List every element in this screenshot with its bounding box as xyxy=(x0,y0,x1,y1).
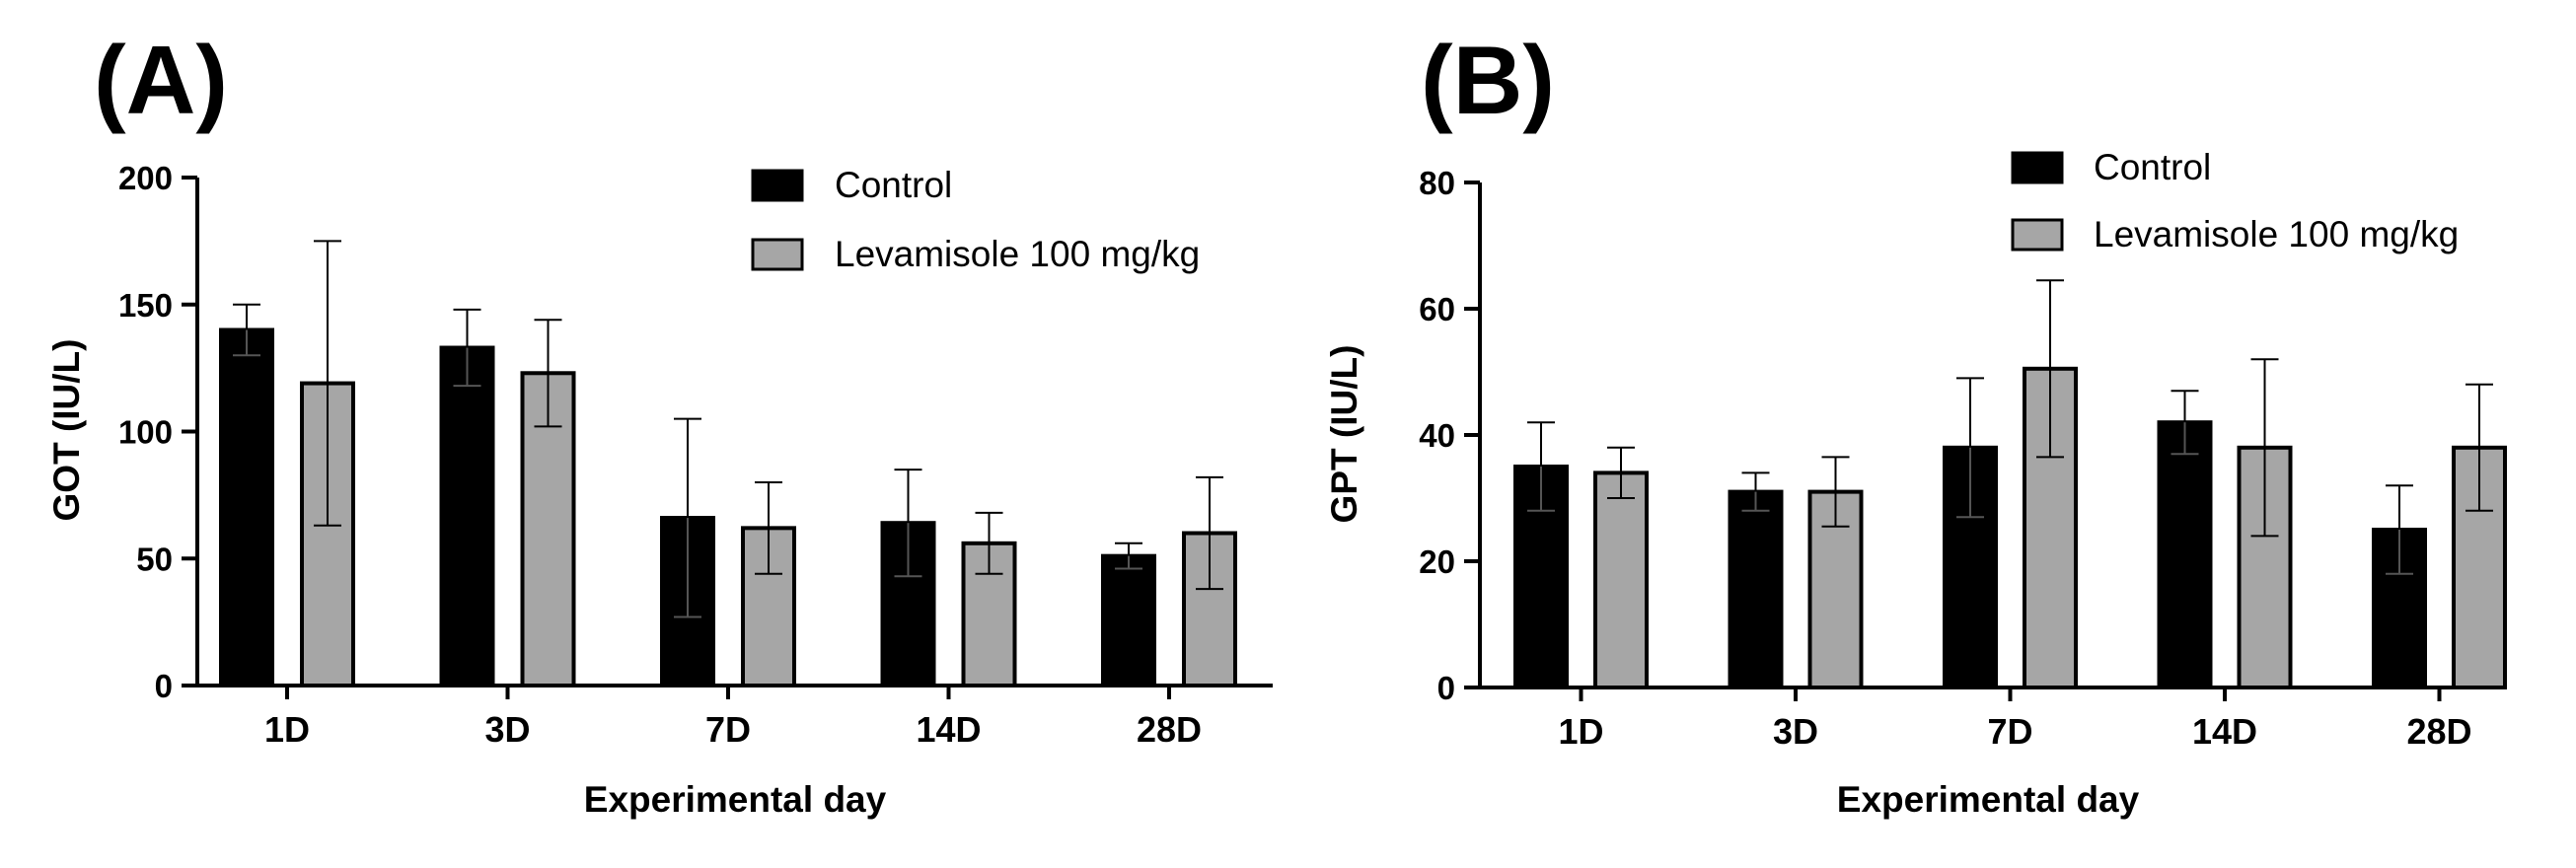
y-tick-label: 0 xyxy=(1437,670,1455,706)
bar-control xyxy=(2157,420,2213,689)
plot-area-a: 0 50 100 150 200 1D 3D 7D 14D 28D xyxy=(118,160,1273,750)
x-axis-title-a: Experimental day xyxy=(584,779,887,820)
panel-label-b: (B) xyxy=(1421,26,1555,134)
plot-area-b: 0 20 40 60 80 1D 3D 7D 14D 28D xyxy=(1419,165,2507,752)
bar-control xyxy=(219,327,274,687)
y-axis-title-b: GPT (IU/L) xyxy=(1324,345,1364,524)
bar-control xyxy=(439,345,495,687)
x-tick-label: 14D xyxy=(916,709,981,750)
legend-swatch-levamisole-b xyxy=(2011,218,2064,252)
y-tick-label: 60 xyxy=(1419,291,1455,327)
y-tick-label: 100 xyxy=(118,414,173,451)
bar-control xyxy=(1728,489,1784,689)
legend-label-levamisole-b: Levamisole 100 mg/kg xyxy=(2094,214,2459,254)
legend-b: Control Levamisole 100 mg/kg xyxy=(2011,147,2459,254)
x-tick-label: 1D xyxy=(1558,711,1603,752)
bar-levamisole xyxy=(1593,470,1649,689)
x-tick-label: 7D xyxy=(1987,711,2032,752)
chart-panel-b: (B) GPT (IU/L) Experimental day 0 20 40 60 8… xyxy=(1324,26,2507,820)
legend-swatch-control-a xyxy=(751,169,804,202)
y-tick-label: 80 xyxy=(1419,165,1455,201)
panel-label-a: (A) xyxy=(94,26,228,134)
legend-label-control-b: Control xyxy=(2094,147,2211,187)
x-tick-label: 14D xyxy=(2192,711,2257,752)
chart-panel-a: (A) GOT (IU/L) Experimental day 0 50 100 15… xyxy=(46,26,1273,820)
y-tick-label: 0 xyxy=(155,668,173,704)
x-tick-label: 28D xyxy=(2406,711,2471,752)
bar-levamisole xyxy=(2237,445,2293,689)
x-tick-label: 3D xyxy=(1773,711,1818,752)
x-axis-title-b: Experimental day xyxy=(1837,779,2140,820)
x-tick-label: 3D xyxy=(484,709,530,750)
x-tick-label: 1D xyxy=(264,709,310,750)
legend-swatch-levamisole-a xyxy=(751,238,804,271)
bar-control xyxy=(1101,553,1156,687)
legend-label-levamisole-a: Levamisole 100 mg/kg xyxy=(835,234,1200,274)
y-tick-label: 40 xyxy=(1419,417,1455,454)
y-tick-label: 50 xyxy=(136,541,173,577)
y-tick-label: 150 xyxy=(118,287,173,324)
legend-a: Control Levamisole 100 mg/kg xyxy=(751,165,1200,274)
x-tick-label: 7D xyxy=(705,709,751,750)
x-tick-label: 28D xyxy=(1137,709,1202,750)
y-tick-label: 200 xyxy=(118,160,173,196)
y-axis-title-a: GOT (IU/L) xyxy=(46,339,87,522)
legend-swatch-control-b xyxy=(2011,151,2064,184)
y-tick-label: 20 xyxy=(1419,543,1455,580)
legend-label-control-a: Control xyxy=(835,165,952,205)
